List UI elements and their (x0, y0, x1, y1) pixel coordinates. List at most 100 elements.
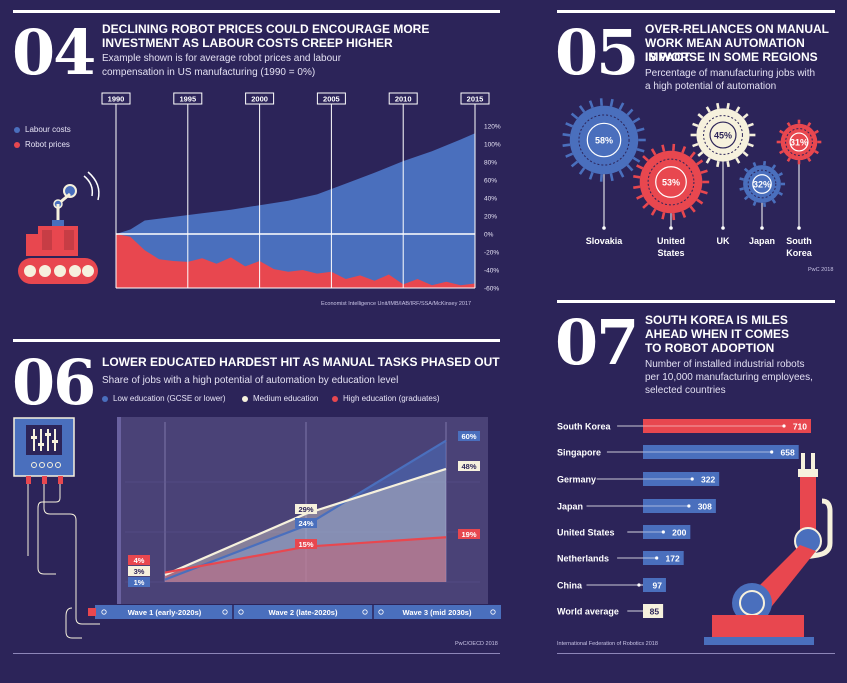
bar-value-label: 85 (650, 607, 660, 617)
value-label-box (458, 529, 480, 539)
value-label-box (128, 566, 150, 576)
section05-top-rule (557, 10, 835, 13)
gear-tooth (636, 194, 644, 200)
gear-tooth (562, 133, 571, 137)
section07-title-line3: TO ROBOT ADOPTION (645, 341, 775, 355)
section05-subtitle-line2: a high potential of automation (645, 81, 777, 92)
gear-tooth (618, 169, 625, 178)
gear-tooth (742, 151, 749, 157)
wave-bar-bolt (378, 609, 384, 615)
y-tick-label: 80% (484, 160, 497, 167)
legend-robot-prices: Robot prices (14, 140, 70, 149)
gear-tooth (739, 177, 744, 181)
legend-low-education-label: Low education (GCSE or lower) (113, 394, 226, 403)
gear-value-label: 53% (662, 178, 680, 188)
section05-source: PwC 2018 (808, 267, 834, 273)
gear-stem-dot (669, 226, 673, 230)
value-label: 3% (134, 567, 145, 576)
gear-country-label: States (657, 248, 684, 258)
wave-label: Wave 2 (late-2020s) (269, 608, 338, 617)
gear-tooth (814, 129, 819, 134)
gear-tooth (726, 102, 730, 110)
bar-inner-dot (687, 504, 691, 508)
bar-inner-dot (655, 556, 659, 560)
gear-tooth (632, 117, 641, 124)
gear-stem-dot (721, 226, 725, 230)
bar-inner-dot (782, 424, 786, 428)
section07-top-rule (557, 300, 835, 303)
value-label-box (295, 539, 317, 549)
gear-tooth (779, 150, 784, 155)
gear-tooth (786, 157, 791, 162)
legend-low-education-swatch (102, 395, 108, 402)
area-low-education (165, 440, 446, 582)
gear-tooth (786, 122, 791, 127)
gear-country-label: Korea (786, 248, 813, 258)
bar-category-label: Netherlands (557, 554, 609, 564)
gear-tooth (696, 198, 704, 205)
bar-world-average (643, 604, 664, 618)
gear-tooth (681, 210, 687, 218)
gear-tooth (716, 102, 720, 110)
gear-tooth (742, 113, 749, 119)
gear-tooth (689, 151, 696, 159)
gear-tooth (570, 112, 579, 120)
gear-tooth (771, 198, 777, 204)
section05-number: 05 (555, 16, 639, 89)
gear-tooth (609, 173, 614, 182)
wave-bar-bolt (222, 609, 228, 615)
bar-value-label: 710 (793, 422, 807, 432)
value-label-box (295, 504, 317, 514)
gear-tooth (700, 189, 708, 195)
section07-subtitle-line2: per 10,000 manufacturing employees, (645, 372, 813, 383)
legend-medium-education-swatch (242, 395, 248, 402)
bar-category-label: Singapore (557, 448, 601, 458)
plot-panel-edge (117, 417, 121, 604)
gear-ring (703, 115, 743, 155)
gear-tooth (700, 169, 708, 175)
section04-title-line1: DECLINING ROBOT PRICES COULD ENCOURAGE M… (102, 22, 430, 36)
gear-tooth (778, 172, 784, 177)
gear-tooth (588, 171, 594, 180)
y-tick-label: 0% (484, 232, 494, 239)
legend-labour-costs: Labour costs (14, 125, 71, 134)
x-tick-label: 2005 (323, 95, 340, 104)
bar-value-label: 322 (701, 475, 715, 485)
bar-value-label: 172 (666, 554, 680, 564)
gear-tooth (672, 143, 676, 151)
gear-country-label: Japan (749, 236, 775, 246)
gear-ring (747, 169, 777, 199)
gear-tooth (697, 113, 704, 119)
gear-tooth (626, 108, 634, 116)
section07-bottom-rule (557, 653, 835, 654)
section04-source: Economist Intelligence Unit/IMB/IAB/IRF/… (321, 301, 472, 307)
gear-tooth (633, 175, 641, 179)
gear-tooth (618, 102, 625, 111)
bar-inner-dot (637, 583, 641, 587)
gear-tooth (747, 122, 754, 128)
x-tick-box (173, 92, 203, 105)
section04-number: 04 (12, 16, 96, 89)
gear-tooth (752, 161, 757, 167)
x-tick-label: 2015 (467, 95, 484, 104)
gear-stem-dot (760, 226, 764, 230)
bar-category-label: World average (557, 607, 619, 617)
gear-tooth (716, 160, 720, 168)
gear-tooth (633, 185, 641, 189)
section07-title-line1: SOUTH KOREA IS MILES (645, 313, 788, 327)
wave-label: Wave 1 (early-2020s) (128, 608, 202, 617)
section06-number: 06 (12, 346, 96, 419)
gear-tooth (642, 202, 649, 209)
gear-tooth (661, 144, 666, 152)
gear-tooth (807, 122, 812, 127)
section04-title-line2: INVESTMENT AS LABOUR COSTS CREEP HIGHER (102, 36, 393, 50)
x-tick-label: 2010 (395, 95, 412, 104)
gear-tooth (778, 191, 784, 196)
x-tick-label: 2000 (251, 95, 268, 104)
gear-center (709, 121, 737, 149)
x-tick-label: 1990 (108, 95, 125, 104)
gear-japan (739, 160, 786, 208)
bar-category-label: South Korea (557, 422, 611, 432)
y-tick-label: 40% (484, 196, 497, 203)
legend-low-education: Low education (GCSE or lower) (102, 394, 226, 403)
